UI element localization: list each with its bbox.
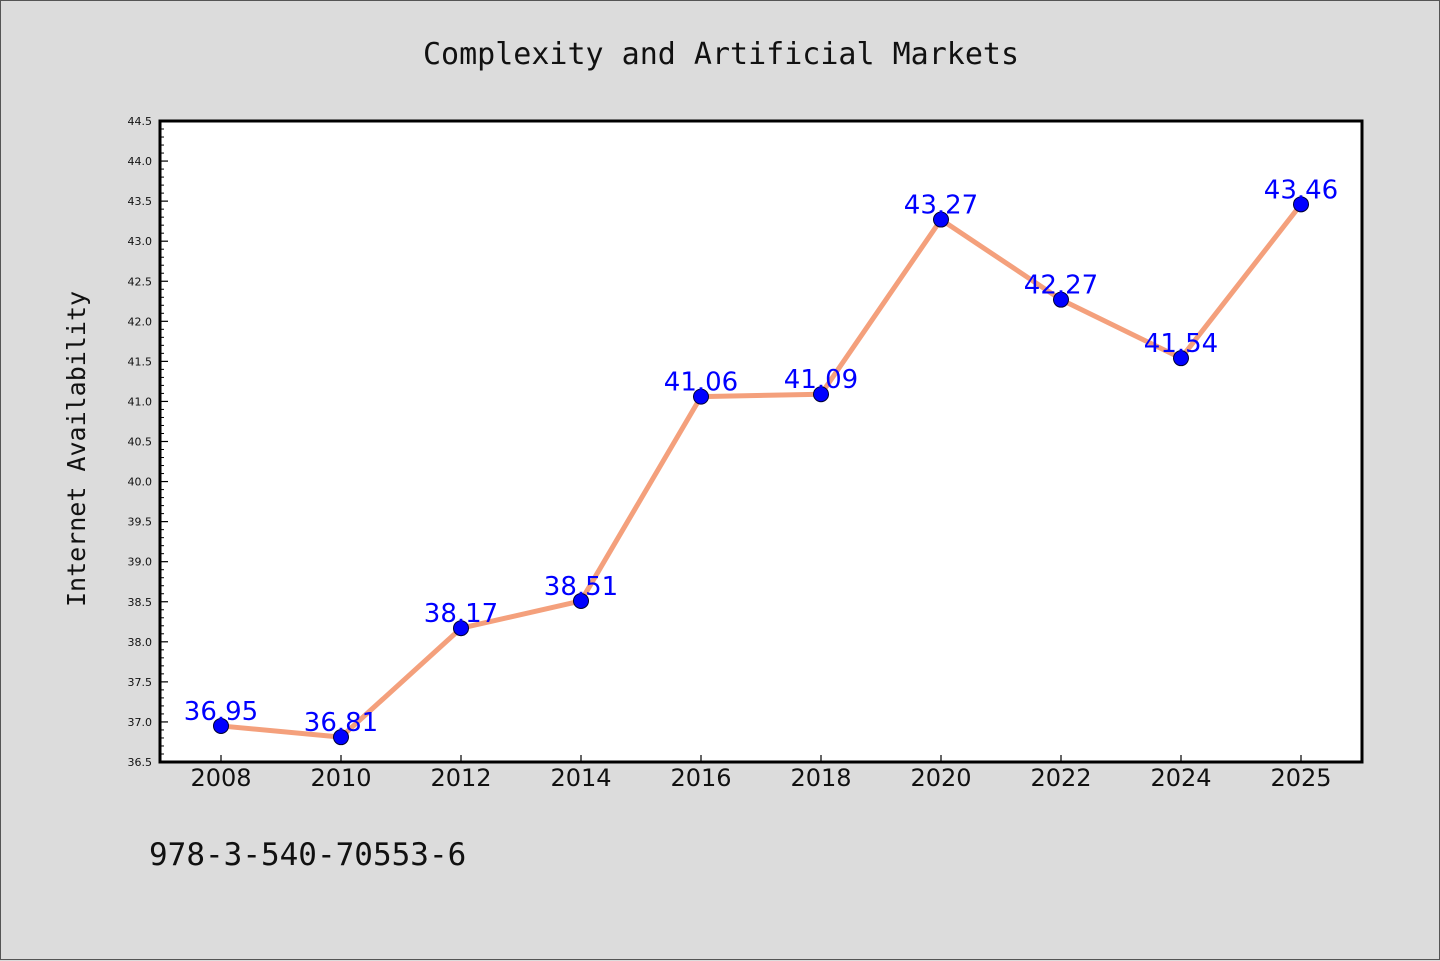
y-tick-label: 43.0 (128, 235, 153, 248)
y-tick-label: 37.0 (128, 716, 153, 729)
x-tick-label: 2020 (910, 764, 971, 792)
y-tick-label: 37.5 (128, 676, 153, 689)
chart-title: Complexity and Artificial Markets (423, 37, 1019, 72)
x-tick-label: 2010 (310, 764, 371, 792)
data-point (693, 388, 709, 405)
data-point (813, 386, 829, 403)
y-tick-label: 42.5 (128, 275, 153, 288)
y-tick-label: 38.5 (128, 596, 153, 609)
y-tick-label: 44.0 (128, 155, 153, 168)
y-axis-ticks: 36.5 37.0 37.5 38.0 38.5 39.0 39.5 40.0 40.5 41.0… (128, 115, 168, 769)
data-label: 38.17 (424, 599, 498, 629)
x-tick-label: 2016 (670, 764, 731, 792)
y-axis-label: Internet Availability (62, 291, 91, 607)
x-tick-label: 2012 (430, 764, 491, 792)
data-label: 41.06 (664, 368, 738, 398)
plot-area (158, 119, 1364, 764)
data-point (213, 717, 229, 734)
data-label: 41.54 (1144, 329, 1218, 359)
y-tick-label: 39.5 (128, 516, 153, 529)
data-point (573, 592, 589, 609)
x-tick-label: 2024 (1150, 764, 1211, 792)
x-tick-label: 2008 (190, 764, 251, 792)
data-point (1293, 196, 1309, 213)
y-tick-label: 41.5 (128, 355, 153, 368)
data-label: 38.51 (544, 572, 618, 602)
data-point (1053, 291, 1069, 308)
y-tick-label: 36.5 (128, 756, 153, 769)
y-tick-label: 44.5 (128, 115, 153, 128)
y-tick-label: 38.0 (128, 636, 153, 649)
data-label: 43.27 (904, 191, 978, 221)
data-label: 36.95 (184, 697, 258, 727)
data-point (333, 729, 349, 746)
y-tick-label: 40.5 (128, 436, 153, 449)
x-tick-label: 2014 (550, 764, 611, 792)
isbn-annotation: 978-3-540-70553-6 (149, 837, 466, 873)
data-label: 41.09 (784, 365, 858, 395)
y-tick-label: 41.0 (128, 395, 153, 408)
x-tick-label: 2022 (1030, 764, 1091, 792)
series-line (218, 201, 1304, 740)
y-tick-label: 43.5 (128, 195, 153, 208)
data-point (453, 620, 469, 637)
y-tick-label: 40.0 (128, 476, 153, 489)
x-axis-ticks: 2008 2010 2012 2014 2016 2018 2020 2022 2024 2025 (190, 755, 1332, 792)
y-tick-label: 42.0 (128, 315, 153, 328)
data-point (933, 211, 949, 228)
data-point (1173, 350, 1189, 367)
y-tick-label: 39.0 (128, 556, 153, 569)
series-group: 36.95 36.81 38.17 38.51 41.06 41.09 43.27 42.27… (184, 175, 1338, 746)
x-tick-label: 2018 (790, 764, 851, 792)
data-label: 43.46 (1264, 175, 1338, 205)
data-label: 36.81 (304, 708, 378, 738)
data-label: 42.27 (1024, 271, 1098, 301)
x-tick-label: 2025 (1270, 764, 1331, 792)
